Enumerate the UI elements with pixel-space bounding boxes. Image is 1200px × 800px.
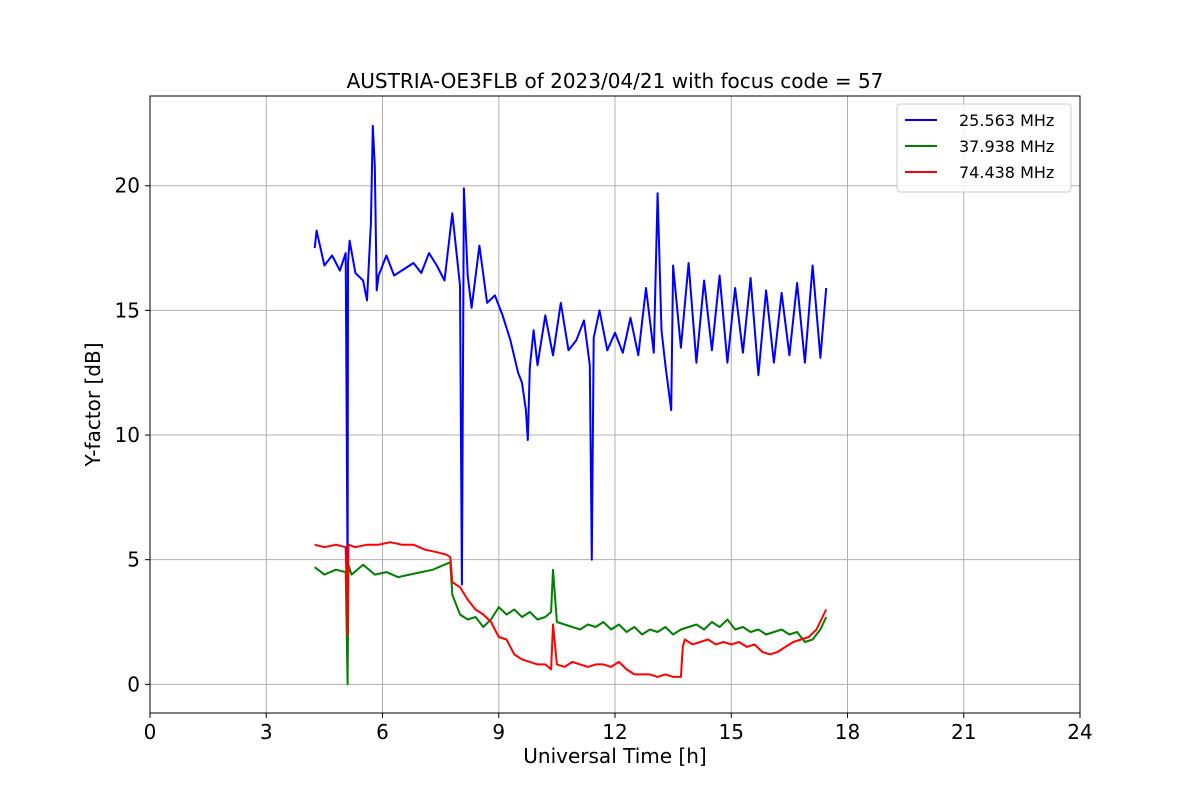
x-tick-label: 0 [144, 720, 157, 744]
x-axis-label: Universal Time [h] [523, 744, 706, 768]
series-line-1 [314, 561, 828, 686]
series-line-2 [314, 541, 828, 678]
x-tick-label: 18 [835, 720, 860, 744]
y-axis-label: Y-factor [dB] [81, 342, 105, 467]
legend-label-2: 74.438 MHz [959, 163, 1054, 182]
legend: 25.563 MHz 37.938 MHz 74.438 MHz [896, 103, 1072, 193]
chart-title: AUSTRIA-OE3FLB of 2023/04/21 with focus … [347, 69, 884, 93]
x-tick-label: 9 [492, 720, 505, 744]
legend-box [896, 103, 1072, 193]
legend-label-0: 25.563 MHz [959, 111, 1054, 130]
x-tick-label: 6 [376, 720, 389, 744]
y-tick-label: 10 [115, 423, 140, 447]
x-tick-label: 21 [951, 720, 976, 744]
x-tick-label: 24 [1067, 720, 1092, 744]
series-group [313, 124, 828, 686]
y-tick-label: 15 [115, 298, 140, 322]
legend-label-1: 37.938 MHz [959, 137, 1054, 156]
axis-ticks: 0 3 6 9 12 15 18 21 24 0 5 10 15 20 [115, 174, 1093, 744]
x-tick-label: 12 [602, 720, 627, 744]
y-tick-label: 0 [127, 672, 140, 696]
series-line-0 [313, 124, 828, 586]
x-tick-label: 15 [719, 720, 744, 744]
y-tick-label: 20 [115, 174, 140, 198]
x-tick-label: 3 [260, 720, 273, 744]
y-tick-label: 5 [127, 548, 140, 572]
